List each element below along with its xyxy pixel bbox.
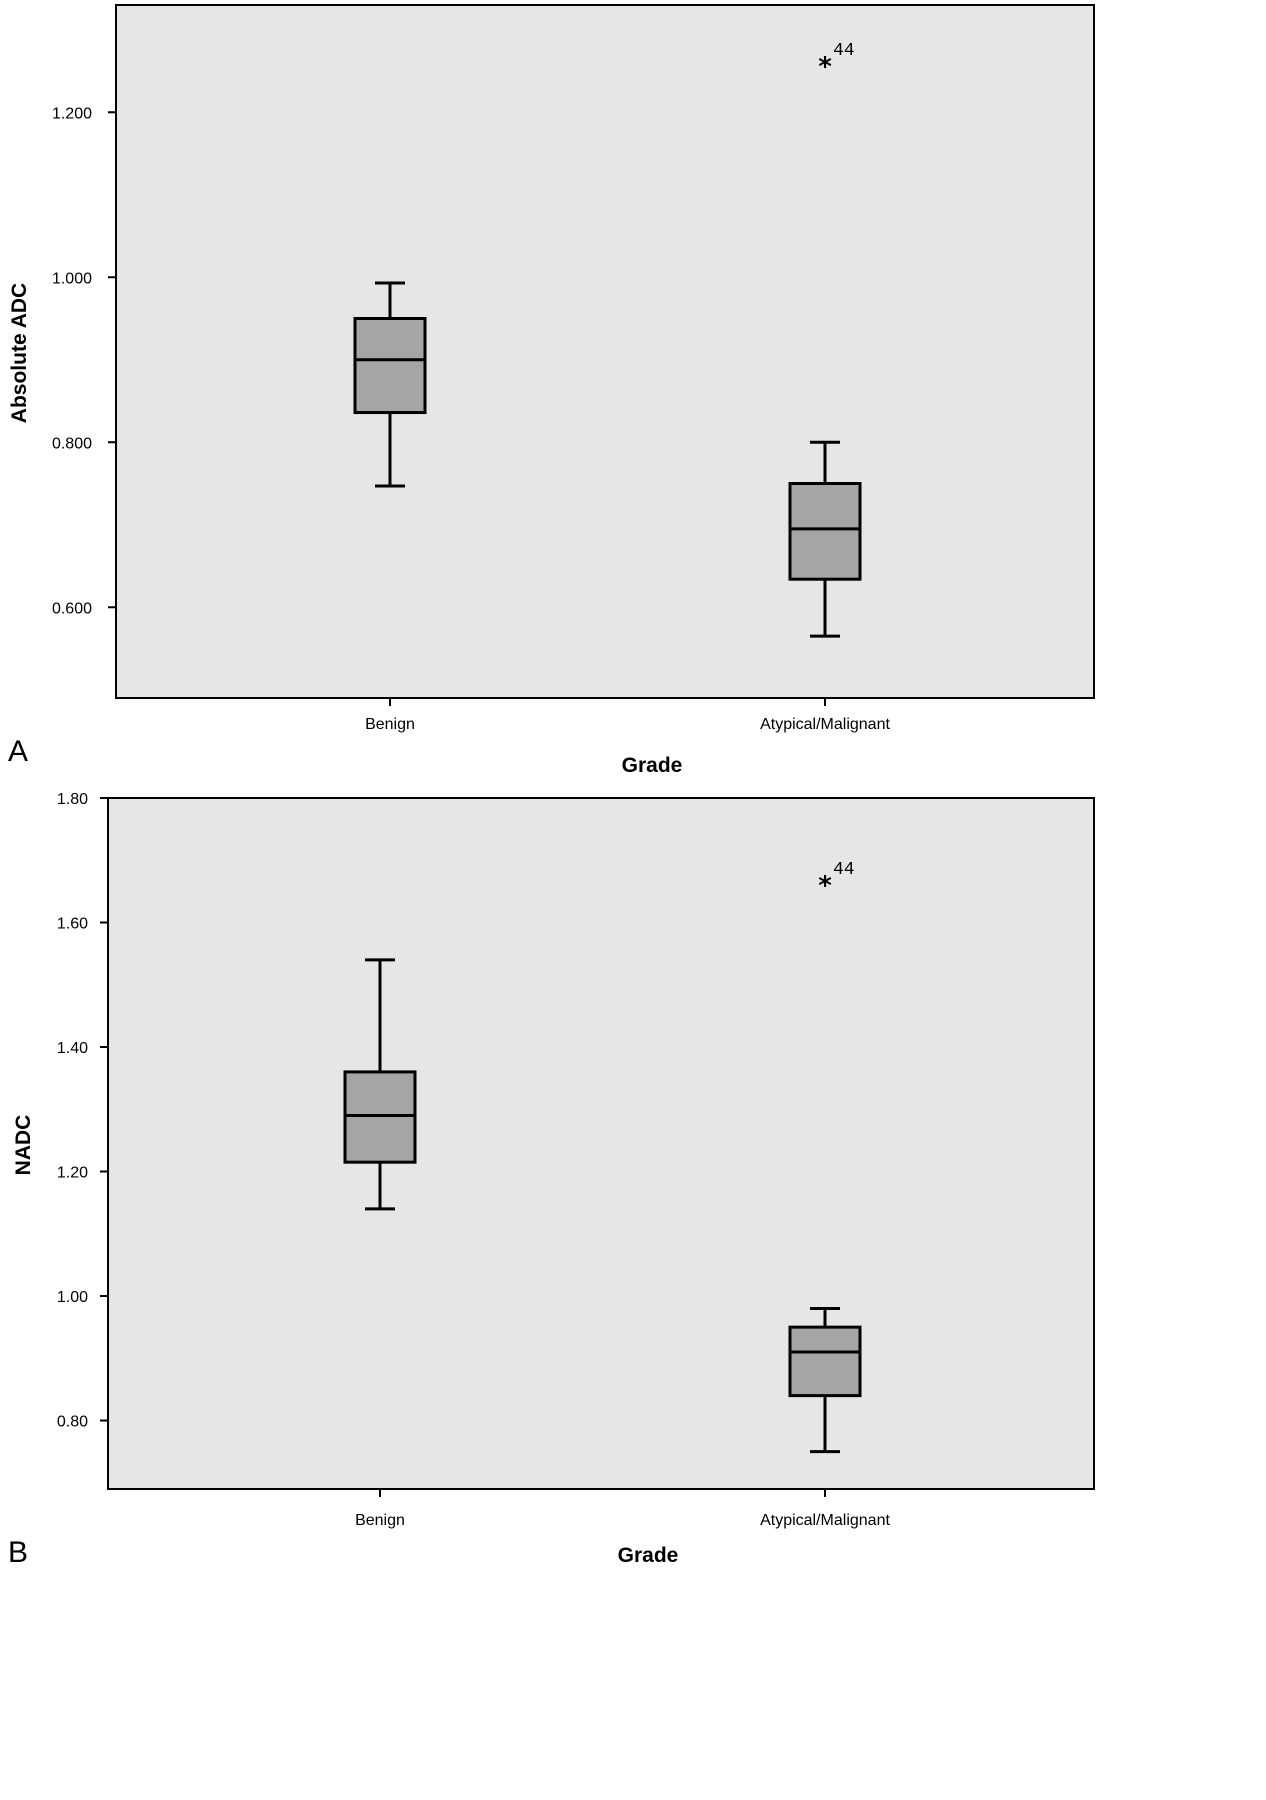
y-tick-label: 0.800 xyxy=(52,435,92,452)
panel-label: A xyxy=(8,735,28,768)
y-tick-label: 0.80 xyxy=(57,1414,88,1431)
panel-label: B xyxy=(8,1536,28,1568)
box-plot-benign xyxy=(343,958,417,1211)
x-tick-label: Benign xyxy=(365,716,415,733)
outlier-label: 44 xyxy=(833,41,855,61)
y-axis-title: Absolute ADC xyxy=(8,283,31,423)
x-axis-title: Grade xyxy=(618,1544,679,1567)
y-tick-label: 1.80 xyxy=(57,791,88,808)
iqr-box xyxy=(788,1325,862,1398)
box-plot-figure: 0.600 0.800 1.000 1.200 Benign Atypical/Malig… xyxy=(8,4,1095,1568)
x-axis-title: Grade xyxy=(622,754,683,777)
iqr-box xyxy=(343,1070,417,1164)
box-plot-atypical-malignant: *44 xyxy=(788,41,862,638)
box-plot-atypical-malignant: *44 xyxy=(788,860,862,1454)
iqr-box xyxy=(788,482,862,581)
panel-b: 0.80 1.00 1.20 1.40 1.60 1.80 Benign Atypical/M… xyxy=(8,791,1095,1568)
x-tick-label: Atypical/Malignant xyxy=(760,716,890,733)
plot-area xyxy=(115,4,1095,699)
y-tick-label: 1.40 xyxy=(57,1040,88,1057)
iqr-box xyxy=(353,317,427,415)
y-tick-label: 1.000 xyxy=(52,270,92,287)
y-tick-label: 0.600 xyxy=(52,600,92,617)
y-axis-title: NADC xyxy=(12,1115,35,1176)
y-tick-label: 1.00 xyxy=(57,1289,88,1306)
y-tick-label: 1.20 xyxy=(57,1165,88,1182)
x-tick-label: Atypical/Malignant xyxy=(760,1512,890,1529)
panel-a: 0.600 0.800 1.000 1.200 Benign Atypical/Malig… xyxy=(8,4,1095,777)
plot-area xyxy=(107,797,1095,1490)
outlier-marker: * xyxy=(818,871,832,901)
y-tick-label: 1.60 xyxy=(57,916,88,933)
x-tick-label: Benign xyxy=(355,1512,405,1529)
outlier-marker: * xyxy=(818,52,832,82)
outlier-label: 44 xyxy=(833,860,855,880)
box-plot-benign xyxy=(353,281,427,488)
y-tick-label: 1.200 xyxy=(52,105,92,122)
